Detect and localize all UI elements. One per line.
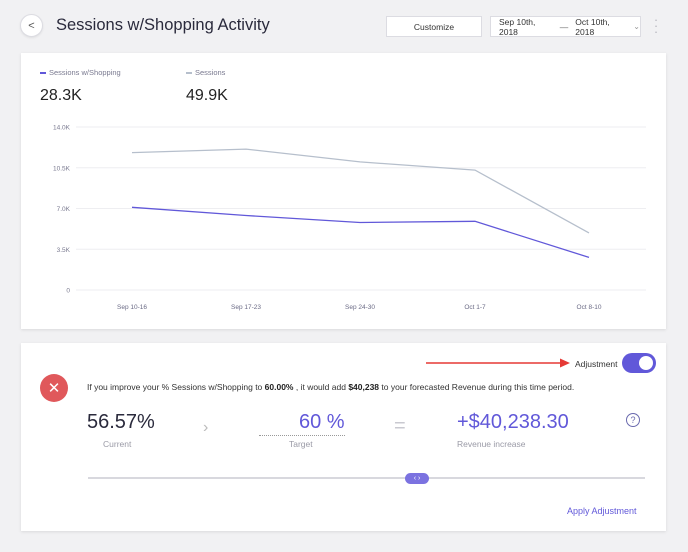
- question-icon[interactable]: ?: [626, 413, 640, 427]
- date-separator: —: [559, 21, 569, 32]
- series-line-sessions: [131, 148, 590, 234]
- legend-item-sessions[interactable]: Sessions: [186, 68, 225, 77]
- target-underline: [259, 435, 345, 436]
- vertical-dots-icon[interactable]: · · ·: [653, 12, 659, 39]
- series-line-sessions-w-shopping: [131, 206, 590, 259]
- adjustment-label: Adjustment: [575, 359, 618, 369]
- legend-label: Sessions: [195, 68, 226, 77]
- chevron-down-icon: ⌄: [633, 22, 640, 31]
- sentence-part3: to your forecasted Revenue during this t…: [379, 382, 575, 392]
- adjustment-toggle[interactable]: [622, 353, 656, 373]
- legend-swatch: [40, 72, 46, 74]
- revenue-increase-label: Revenue increase: [457, 439, 526, 449]
- x-tick-label: Sep 17-23: [231, 304, 261, 311]
- back-button[interactable]: <: [20, 14, 43, 37]
- adjustment-card: Adjustment ✕ If you improve your % Sessi…: [21, 343, 666, 531]
- x-tick-label: Sep 10-16: [117, 304, 147, 311]
- target-label: Target: [289, 439, 313, 449]
- apply-adjustment-button[interactable]: Apply Adjustment: [567, 506, 637, 516]
- sentence-target-pct: 60.00%: [264, 382, 294, 392]
- y-tick-label: 3.5K: [57, 247, 71, 254]
- legend-label: Sessions w/Shopping: [49, 68, 121, 77]
- x-tick-label: Oct 1-7: [464, 304, 486, 311]
- slider-handle[interactable]: ‹ ›: [405, 473, 429, 484]
- chart-card: Sessions w/Shopping 28.3K Sessions 49.9K…: [21, 53, 666, 329]
- close-icon[interactable]: ✕: [40, 374, 68, 402]
- sentence-part1: If you improve your % Sessions w/Shoppin…: [87, 382, 265, 392]
- target-value[interactable]: 60 %: [299, 411, 345, 433]
- red-arrow-annotation: [426, 358, 570, 368]
- sentence-amount: $40,238: [348, 382, 380, 392]
- sentence-part2: , it would add: [293, 382, 349, 392]
- x-tick-label: Oct 8-10: [577, 304, 602, 311]
- date-to: Oct 10th, 2018: [575, 16, 610, 37]
- legend-value-sessions-shopping: 28.3K: [40, 87, 82, 104]
- y-tick-label: 7.0K: [57, 206, 71, 213]
- legend-value-sessions: 49.9K: [186, 87, 228, 104]
- toggle-knob: [639, 356, 653, 370]
- customize-button[interactable]: Customize: [386, 16, 482, 37]
- date-range-picker[interactable]: Sep 10th, 2018 — Oct 10th, 2018 ⌄: [490, 16, 641, 37]
- y-tick-label: 10.5K: [53, 165, 71, 172]
- x-tick-label: Sep 24-30: [345, 304, 375, 311]
- y-tick-label: 14.0K: [53, 125, 71, 132]
- chevron-right-icon: ›: [203, 419, 209, 436]
- legend-item-sessions-shopping[interactable]: Sessions w/Shopping: [40, 68, 121, 77]
- equals-icon: =: [394, 415, 406, 437]
- current-value: 56.57%: [87, 411, 155, 433]
- adjustment-slider-track[interactable]: [88, 477, 645, 479]
- date-from: Sep 10th, 2018: [499, 16, 536, 37]
- page-title: Sessions w/Shopping Activity: [56, 16, 270, 34]
- y-tick-label: 0: [66, 288, 70, 295]
- legend-swatch: [186, 72, 192, 74]
- current-label: Current: [103, 439, 132, 449]
- adjustment-sentence: If you improve your % Sessions w/Shoppin…: [87, 382, 574, 392]
- revenue-increase-value: +$40,238.30: [457, 411, 569, 433]
- line-chart: 0 3.5K 7.0K 10.5K 14.0K Sep 10-16 Sep 17-23 Sep…: [53, 125, 646, 311]
- chevron-left-icon: <: [28, 19, 35, 32]
